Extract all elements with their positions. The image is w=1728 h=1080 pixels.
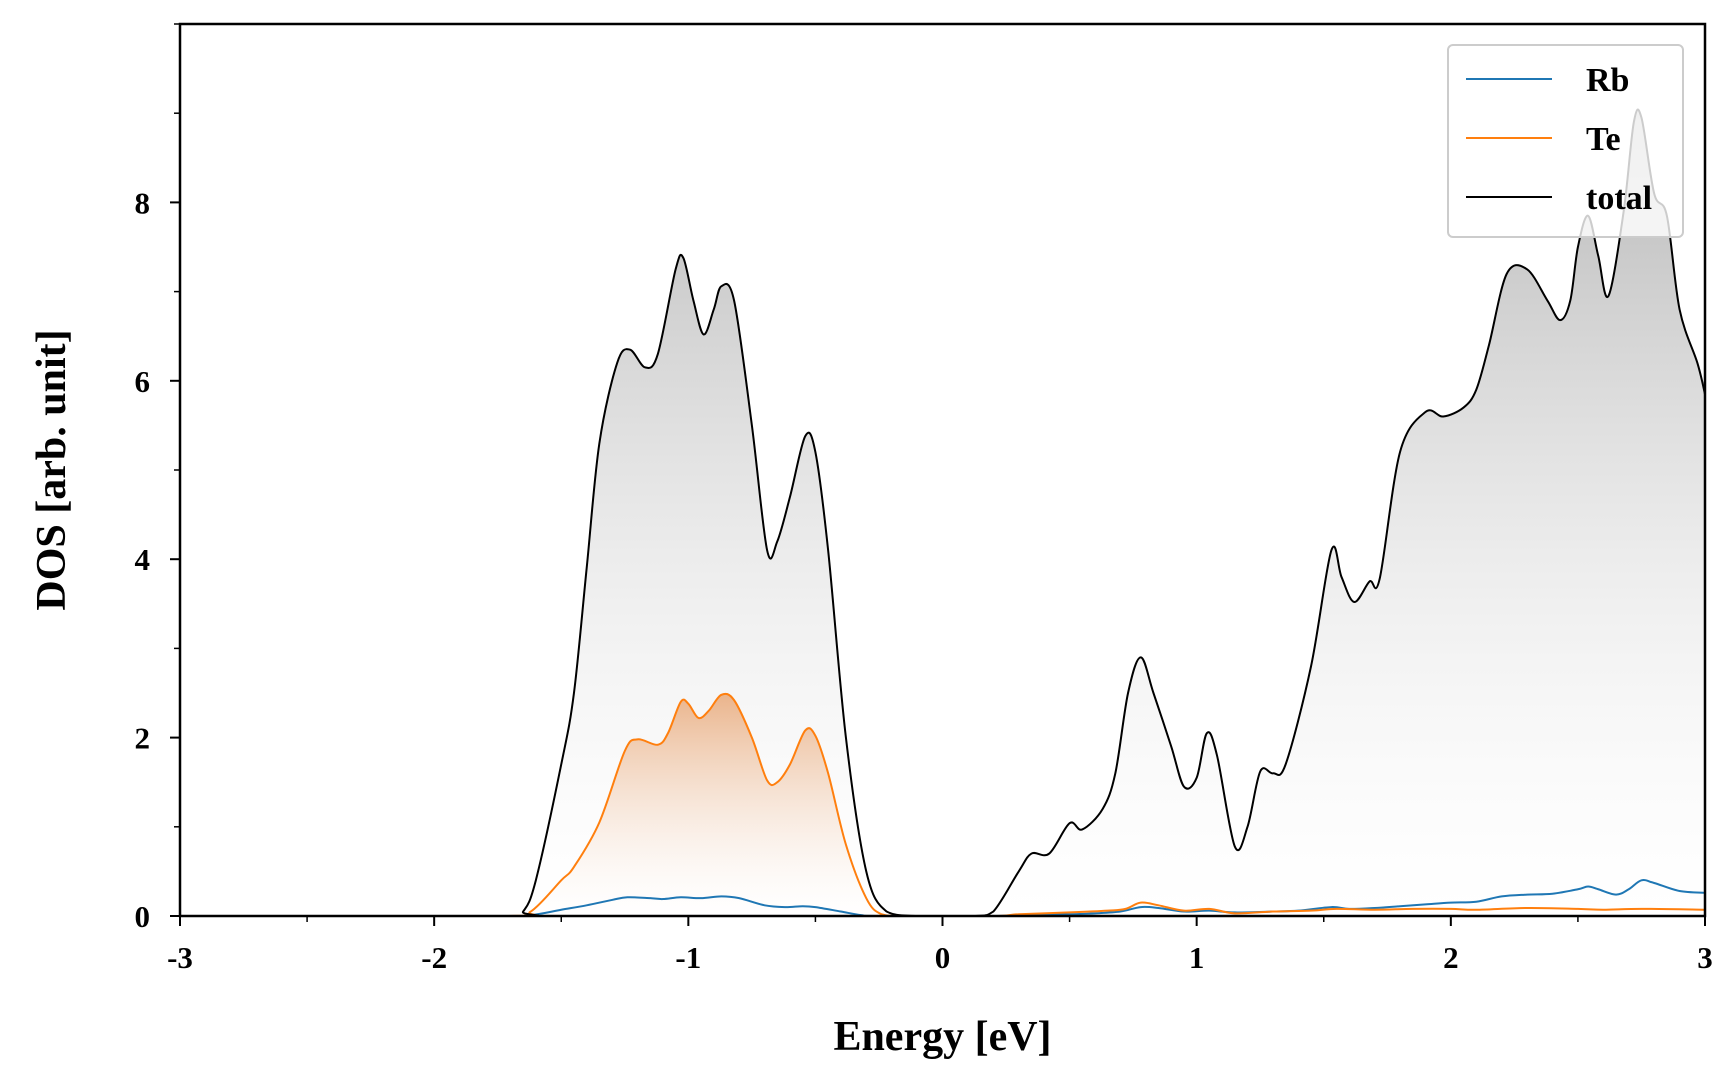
te-line xyxy=(179,692,1706,918)
series-fills xyxy=(180,109,1705,916)
legend-label-te: Te xyxy=(1586,121,1621,158)
y-axis-title: DOS [arb. unit] xyxy=(29,329,75,610)
x-tick-label: 2 xyxy=(1443,940,1459,975)
total-line xyxy=(179,108,1706,918)
legend: Rb Te total xyxy=(1447,44,1684,238)
x-axis-title: Energy [eV] xyxy=(833,1014,1051,1060)
total-area xyxy=(180,109,1705,916)
y-tick-label: 4 xyxy=(135,542,151,577)
x-axis: -3 -2 -1 0 1 2 3 xyxy=(167,916,1713,975)
y-tick-label: 8 xyxy=(135,185,151,220)
rb-line xyxy=(179,879,1706,918)
legend-box xyxy=(1447,44,1684,238)
y-tick-label: 2 xyxy=(135,721,151,756)
y-tick-label: 0 xyxy=(135,899,151,934)
series-lines xyxy=(179,108,1706,918)
x-tick-label: 0 xyxy=(935,940,951,975)
legend-label-rb: Rb xyxy=(1586,62,1629,99)
x-tick-label: 1 xyxy=(1189,940,1205,975)
y-tick-label: 6 xyxy=(135,364,151,399)
x-tick-label: 3 xyxy=(1697,940,1713,975)
legend-label-total: total xyxy=(1586,180,1652,217)
x-tick-label: -1 xyxy=(675,940,701,975)
y-axis: 0 2 4 6 8 xyxy=(135,23,180,934)
x-tick-label: -2 xyxy=(421,940,447,975)
x-tick-label: -3 xyxy=(167,940,193,975)
